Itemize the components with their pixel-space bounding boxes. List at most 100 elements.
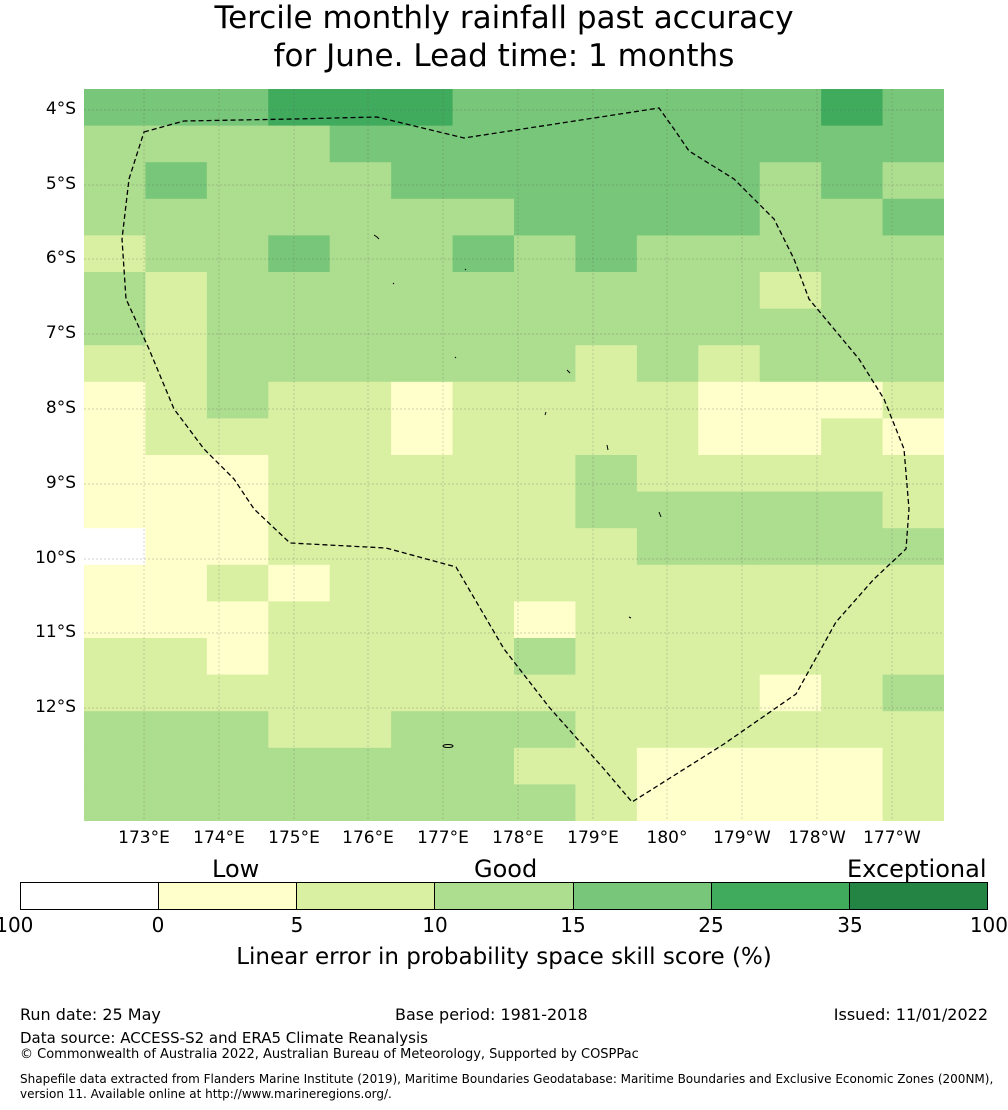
grid-cell bbox=[821, 162, 884, 200]
grid-cell bbox=[206, 638, 269, 676]
grid-cell bbox=[452, 491, 515, 529]
grid-cell bbox=[206, 235, 269, 273]
grid-cell bbox=[452, 235, 515, 273]
grid-cell bbox=[698, 308, 761, 346]
grid-cell bbox=[821, 125, 884, 163]
grid-cell bbox=[268, 784, 331, 821]
copyright: © Commonwealth of Australia 2022, Austra… bbox=[20, 1047, 639, 1062]
grid-cell bbox=[145, 784, 208, 821]
grid-cell bbox=[452, 198, 515, 236]
grid-cell bbox=[268, 747, 331, 785]
grid-cell bbox=[514, 345, 577, 383]
grid-cell bbox=[206, 381, 269, 419]
grid-cell bbox=[391, 272, 454, 310]
grid-cell bbox=[206, 711, 269, 749]
colorbar-category-exceptional: Exceptional bbox=[847, 855, 987, 883]
grid-cell bbox=[145, 125, 208, 163]
colorbar-segment bbox=[711, 883, 850, 909]
grid-cell bbox=[514, 198, 577, 236]
grid-cell bbox=[329, 418, 392, 456]
grid-cell bbox=[145, 89, 208, 127]
grid-cell bbox=[329, 89, 392, 127]
grid-cell bbox=[759, 528, 822, 566]
lon-label: 174°E bbox=[193, 828, 245, 848]
grid-cell bbox=[206, 272, 269, 310]
colorbar-tick: 5 bbox=[290, 913, 304, 937]
grid-cell bbox=[636, 528, 699, 566]
grid-cell bbox=[268, 272, 331, 310]
grid-cell bbox=[268, 601, 331, 639]
map-title-line2: for June. Lead time: 1 months bbox=[273, 38, 735, 74]
grid-cell bbox=[514, 564, 577, 602]
grid-cell bbox=[575, 564, 638, 602]
grid-cell bbox=[145, 162, 208, 200]
grid-cell bbox=[206, 784, 269, 821]
grid-cell bbox=[452, 784, 515, 821]
colorbar-segment bbox=[21, 883, 160, 909]
grid-cell bbox=[514, 784, 577, 821]
grid-cell bbox=[206, 162, 269, 200]
lon-label: 180° bbox=[646, 828, 688, 848]
grid-cell bbox=[206, 528, 269, 566]
issued-date: Issued: 11/01/2022 bbox=[833, 1005, 988, 1024]
grid-cell bbox=[759, 674, 822, 712]
colorbar-segment bbox=[849, 883, 987, 909]
grid-cell bbox=[84, 198, 147, 236]
lat-label: 9°S bbox=[45, 473, 76, 493]
lon-label: 177°E bbox=[417, 828, 469, 848]
grid-cell bbox=[391, 638, 454, 676]
colorbar-tick: 15 bbox=[560, 913, 586, 937]
lat-label: 8°S bbox=[45, 398, 76, 418]
grid-cell bbox=[514, 272, 577, 310]
grid-cell bbox=[391, 674, 454, 712]
grid-cell bbox=[329, 638, 392, 676]
grid-cell bbox=[268, 638, 331, 676]
grid-cell bbox=[821, 89, 884, 127]
grid-cell bbox=[84, 381, 147, 419]
grid-cell bbox=[452, 272, 515, 310]
grid-cell bbox=[821, 564, 884, 602]
grid-cell bbox=[821, 674, 884, 712]
grid-cell bbox=[145, 528, 208, 566]
grid-cell bbox=[821, 784, 884, 821]
grid-cell bbox=[268, 308, 331, 346]
grid-cell bbox=[206, 455, 269, 493]
colorbar-tick: 35 bbox=[837, 913, 863, 937]
grid-cell bbox=[882, 674, 944, 712]
grid-cell bbox=[145, 638, 208, 676]
grid-cell bbox=[698, 601, 761, 639]
grid-cell bbox=[636, 418, 699, 456]
grid-cell bbox=[698, 381, 761, 419]
grid-cell bbox=[575, 711, 638, 749]
grid-cell bbox=[882, 784, 944, 821]
grid-cell bbox=[452, 638, 515, 676]
colorbar-segment bbox=[159, 883, 298, 909]
grid-cell bbox=[882, 198, 944, 236]
grid-cell bbox=[759, 235, 822, 273]
grid-cell bbox=[84, 674, 147, 712]
grid-cell bbox=[575, 601, 638, 639]
grid-cell bbox=[145, 601, 208, 639]
grid-cell bbox=[84, 747, 147, 785]
grid-cell bbox=[698, 89, 761, 127]
grid-cell bbox=[84, 528, 147, 566]
grid-cell bbox=[206, 564, 269, 602]
grid-cell bbox=[821, 308, 884, 346]
shapefile-credit: Shapefile data extracted from Flanders M… bbox=[20, 1072, 994, 1101]
grid-cell bbox=[821, 418, 884, 456]
grid-cell bbox=[698, 162, 761, 200]
grid-cell bbox=[882, 601, 944, 639]
grid-cell bbox=[329, 711, 392, 749]
grid-cell bbox=[575, 455, 638, 493]
grid-cell bbox=[84, 125, 147, 163]
grid-cell bbox=[575, 89, 638, 127]
grid-cell bbox=[206, 125, 269, 163]
map-title-line1: Tercile monthly rainfall past accuracy bbox=[214, 0, 794, 36]
grid-cell bbox=[452, 455, 515, 493]
grid-cell bbox=[145, 418, 208, 456]
grid-cell bbox=[821, 528, 884, 566]
skill-score-map bbox=[84, 89, 944, 821]
grid-cell bbox=[145, 491, 208, 529]
grid-cell bbox=[882, 125, 944, 163]
grid-cell bbox=[698, 747, 761, 785]
